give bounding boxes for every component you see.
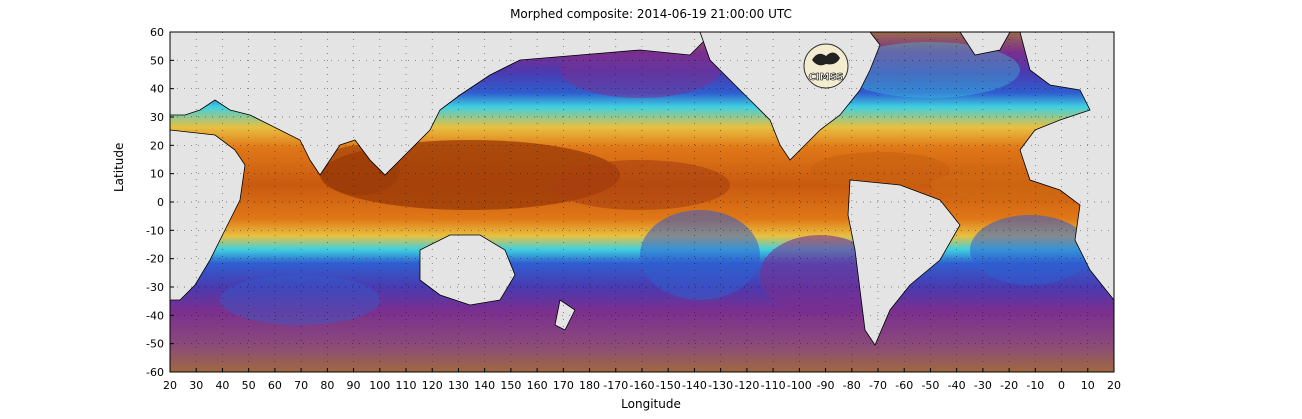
graticule xyxy=(170,32,1114,372)
x-tick-label: -110 xyxy=(761,379,786,392)
y-tick-label: 50 xyxy=(150,54,164,67)
africa-landmass xyxy=(170,129,246,301)
x-tick-label: -140 xyxy=(682,379,707,392)
eurasia-landmass xyxy=(170,32,706,176)
x-tick-label: 0 xyxy=(1058,379,1065,392)
new-zealand-landmass xyxy=(554,299,576,331)
y-tick-label: 0 xyxy=(157,196,164,209)
y-tick-label: 60 xyxy=(150,26,164,39)
y-tick-label: 20 xyxy=(150,139,164,152)
y-tick-label: 40 xyxy=(150,83,164,96)
x-tick-label: -170 xyxy=(603,379,628,392)
y-tick-label: -30 xyxy=(146,281,164,294)
logo-text: CIMSS xyxy=(809,72,844,83)
europe-africa-east-landmass xyxy=(1019,32,1114,301)
x-tick-label: 80 xyxy=(320,379,334,392)
y-tick-label: 10 xyxy=(150,168,164,181)
x-tick-label: 120 xyxy=(422,379,443,392)
australia-landmass xyxy=(419,234,516,306)
map-title: Morphed composite: 2014-06-19 21:00:00 U… xyxy=(510,7,792,21)
x-tick-label: -60 xyxy=(895,379,913,392)
x-tick-label: 170 xyxy=(553,379,574,392)
x-tick-label: 40 xyxy=(215,379,229,392)
x-tick-label: -20 xyxy=(1000,379,1018,392)
x-tick-label: -40 xyxy=(948,379,966,392)
x-tick-label: 20 xyxy=(163,379,177,392)
x-tick-label: -130 xyxy=(708,379,733,392)
x-tick-label: 160 xyxy=(527,379,548,392)
x-tick-label: 30 xyxy=(189,379,203,392)
x-tick-label: 20 xyxy=(1107,379,1121,392)
x-tick-label: -90 xyxy=(817,379,835,392)
x-tick-label: 70 xyxy=(294,379,308,392)
y-tick-labels: 60 50 40 30 20 10 0 -10 -20 -30 -40 -50 -60 xyxy=(146,26,174,379)
south-america-landmass xyxy=(847,179,961,346)
x-tick-label: 50 xyxy=(242,379,256,392)
x-tick-label: 130 xyxy=(448,379,469,392)
x-tick-label: -70 xyxy=(869,379,887,392)
y-tick-label: -50 xyxy=(146,338,164,351)
x-tick-label: -10 xyxy=(1026,379,1044,392)
x-tick-label: -150 xyxy=(656,379,681,392)
x-axis-label: Longitude xyxy=(621,397,681,411)
x-tick-label: -160 xyxy=(630,379,655,392)
x-tick-label: -30 xyxy=(974,379,992,392)
x-tick-label: -80 xyxy=(843,379,861,392)
y-tick-label: -40 xyxy=(146,309,164,322)
greenland-landmass xyxy=(959,32,1011,56)
x-tick-labels: 20 30 40 50 60 70 80 90 100 110 120 130 140 150 160 170… xyxy=(163,368,1121,392)
x-tick-label: 110 xyxy=(396,379,417,392)
x-tick-label: 10 xyxy=(1081,379,1095,392)
y-tick-label: -10 xyxy=(146,224,164,237)
x-tick-label: 90 xyxy=(347,379,361,392)
y-tick-label: 30 xyxy=(150,111,164,124)
y-tick-label: -60 xyxy=(146,366,164,379)
x-tick-label: 180 xyxy=(579,379,600,392)
x-tick-label: -50 xyxy=(921,379,939,392)
y-axis-label: Latitude xyxy=(112,142,126,192)
x-tick-label: 60 xyxy=(268,379,282,392)
y-tick-label: -20 xyxy=(146,253,164,266)
land-masses xyxy=(170,32,1114,346)
x-tick-label: -100 xyxy=(787,379,812,392)
x-tick-label: 100 xyxy=(369,379,390,392)
cimss-logo: CIMSS xyxy=(803,43,849,89)
x-tick-label: -120 xyxy=(734,379,759,392)
x-tick-label: 150 xyxy=(500,379,521,392)
x-tick-label: 140 xyxy=(474,379,495,392)
